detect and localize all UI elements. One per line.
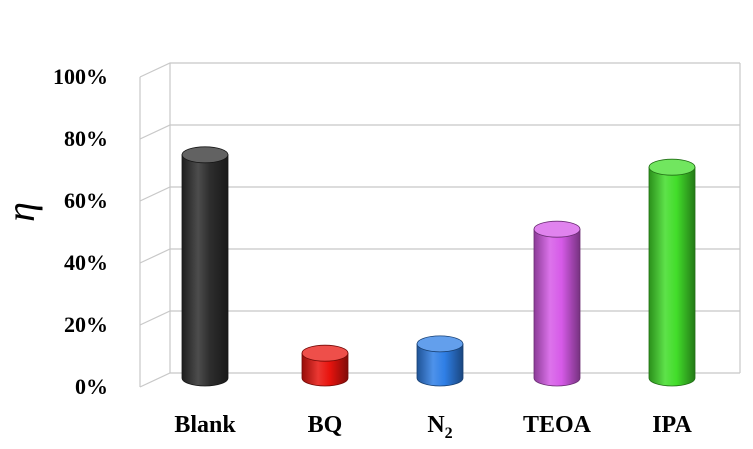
y-axis-label: η [0,202,43,222]
bar-n [416,335,464,387]
y-tick-labels: 0% 20% 40% 60% 80% 100% [53,64,108,399]
x-tick-label: BQ [308,412,343,438]
x-tick-labels: Blank BQ N2 TEOA IPA [174,412,692,442]
bar-body [301,352,349,387]
y-tick-label: 80% [64,126,108,151]
bar-top [648,158,696,176]
bar-ipa [648,158,696,387]
y-tick-label: 100% [53,64,108,89]
bar-top [533,220,581,238]
x-tick-label: N2 [427,412,452,442]
bar-body [648,166,696,387]
y-tick-label: 20% [64,312,108,337]
y-tick-label: 40% [64,250,108,275]
x-tick-label: IPA [652,412,692,438]
x-tick-label: TEOA [523,412,592,438]
bar-top [416,335,464,353]
bar-body [416,343,464,387]
bar-blank [181,146,229,387]
bar-teoa [533,220,581,387]
bar-body [533,228,581,387]
bar-bq [301,344,349,387]
bar-top [301,344,349,362]
gridline [139,62,740,78]
bars [181,146,696,387]
y-tick-label: 60% [64,188,108,213]
x-tick-label: Blank [174,412,236,438]
bar-body [181,154,229,387]
gridline [139,124,740,140]
x-tick-label-subscript: 2 [445,425,453,442]
y-tick-label: 0% [75,374,108,399]
bar-top [181,146,229,164]
